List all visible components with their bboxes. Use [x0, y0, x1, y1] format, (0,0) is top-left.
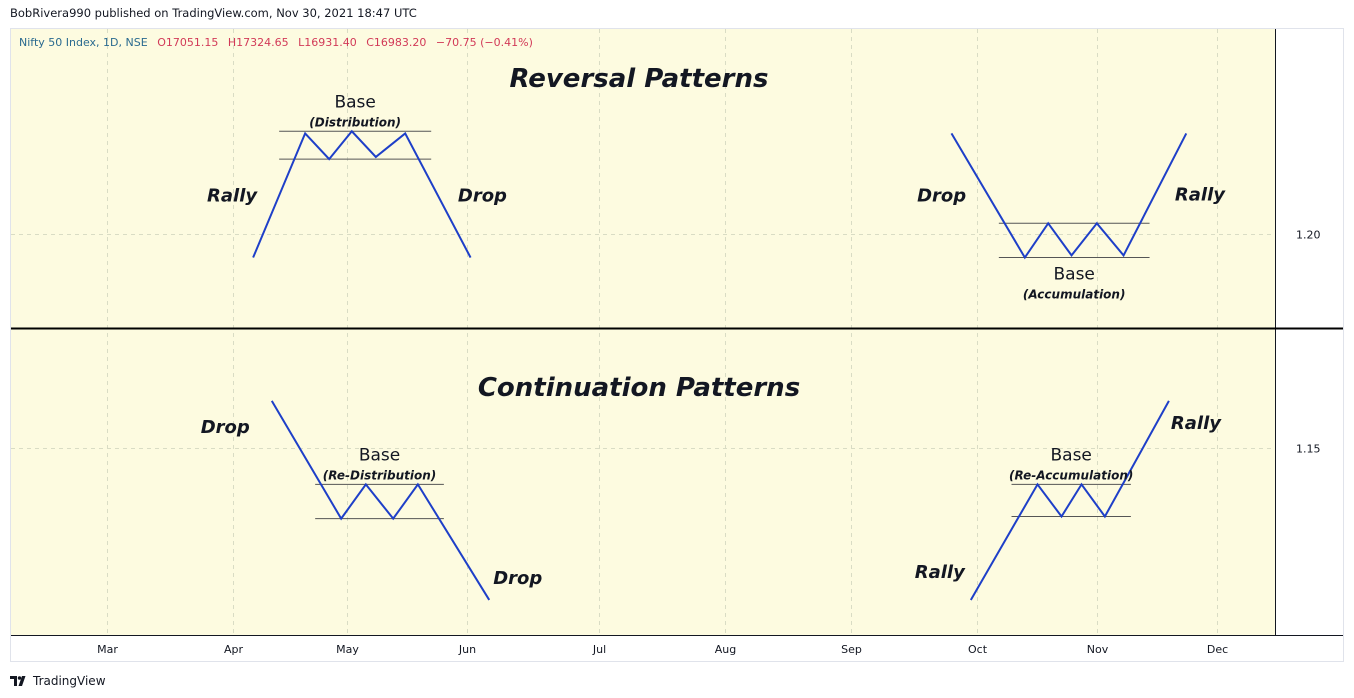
- pattern-chart: Nifty 50 Index, 1D, NSE O17051.15 H17324…: [11, 29, 1343, 656]
- x-tick-label: Apr: [224, 643, 244, 656]
- pattern-line: [950, 132, 1188, 260]
- legend: Nifty 50 Index, 1D, NSE O17051.15 H17324…: [19, 36, 533, 49]
- pattern-line: [270, 400, 491, 601]
- pattern-line: [969, 400, 1170, 601]
- pattern-line: [252, 129, 472, 259]
- x-tick-label: Jul: [592, 643, 606, 656]
- leg-label: Drop: [917, 185, 966, 206]
- base-sublabel: (Distribution): [309, 115, 401, 129]
- leg-label: Rally: [915, 562, 966, 583]
- x-tick-label: Oct: [968, 643, 988, 656]
- base-label: Base: [1050, 445, 1091, 465]
- leg-label: Rally: [207, 185, 258, 206]
- base-sublabel: (Accumulation): [1023, 288, 1126, 302]
- x-tick-label: Jun: [458, 643, 476, 656]
- tradingview-brand: TradingView: [33, 674, 106, 688]
- y-tick-label: 1.15: [1296, 443, 1321, 456]
- leg-label: Drop: [201, 417, 250, 438]
- legend-change: −70.75 (−0.41%): [436, 36, 533, 49]
- section-title: Continuation Patterns: [478, 373, 800, 403]
- x-tick-label: Mar: [97, 643, 118, 656]
- footer: TradingView: [10, 672, 106, 690]
- leg-label: Rally: [1175, 184, 1226, 205]
- legend-symbol: Nifty 50 Index, 1D, NSE: [19, 36, 148, 49]
- legend-high: H17324.65: [228, 36, 289, 49]
- leg-label: Rally: [1171, 413, 1222, 434]
- leg-label: Drop: [493, 568, 542, 589]
- base-label: Base: [359, 445, 400, 465]
- legend-close: C16983.20: [366, 36, 426, 49]
- x-tick-label: May: [336, 643, 359, 656]
- legend-low: L16931.40: [298, 36, 357, 49]
- x-tick-label: Nov: [1087, 643, 1109, 656]
- tradingview-logo-icon: [10, 676, 26, 686]
- legend-open: O17051.15: [157, 36, 218, 49]
- leg-label: Drop: [458, 185, 507, 206]
- base-sublabel: (Re-Accumulation): [1009, 468, 1133, 482]
- base-label: Base: [1053, 265, 1094, 285]
- base-sublabel: (Re-Distribution): [323, 468, 436, 482]
- section-title: Reversal Patterns: [510, 64, 769, 94]
- x-tick-label: Dec: [1207, 643, 1228, 656]
- y-tick-label: 1.20: [1296, 229, 1321, 242]
- plot-background: [11, 29, 1275, 635]
- x-tick-label: Aug: [715, 643, 736, 656]
- chart-area[interactable]: Nifty 50 Index, 1D, NSE O17051.15 H17324…: [10, 28, 1344, 662]
- publisher-line: BobRivera990 published on TradingView.co…: [10, 6, 417, 20]
- base-label: Base: [334, 92, 375, 112]
- x-tick-label: Sep: [841, 643, 862, 656]
